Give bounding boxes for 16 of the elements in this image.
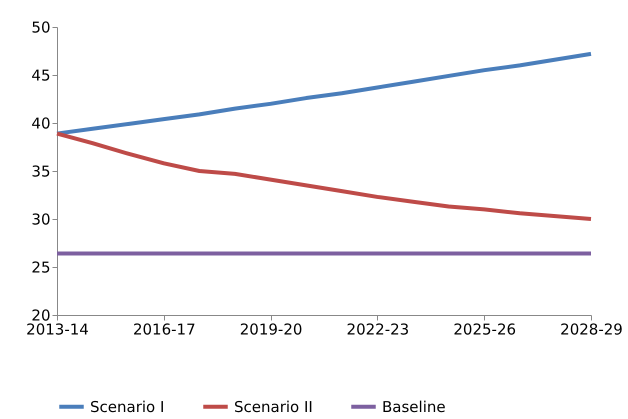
y-tick-label: 25 — [31, 258, 50, 276]
line-series — [55, 52, 593, 136]
legend-label: Scenario II — [234, 398, 313, 416]
x-tick-label: 2025-26 — [453, 320, 516, 338]
x-tick-label: 2019-20 — [240, 320, 302, 338]
y-tick-label: 35 — [31, 162, 50, 180]
line-series — [55, 132, 593, 221]
legend-label: Scenario I — [90, 398, 164, 416]
x-tick-label: 2016-17 — [132, 320, 196, 338]
legend-label: Baseline — [382, 398, 446, 416]
x-tick-label: 2028-29 — [560, 320, 623, 338]
y-tick-label: 40 — [31, 114, 50, 132]
y-tick-label: 50 — [31, 18, 50, 36]
y-tick-label: 30 — [31, 210, 50, 228]
x-tick-label: 2022-23 — [346, 320, 410, 338]
y-tick-label: 45 — [31, 66, 50, 84]
